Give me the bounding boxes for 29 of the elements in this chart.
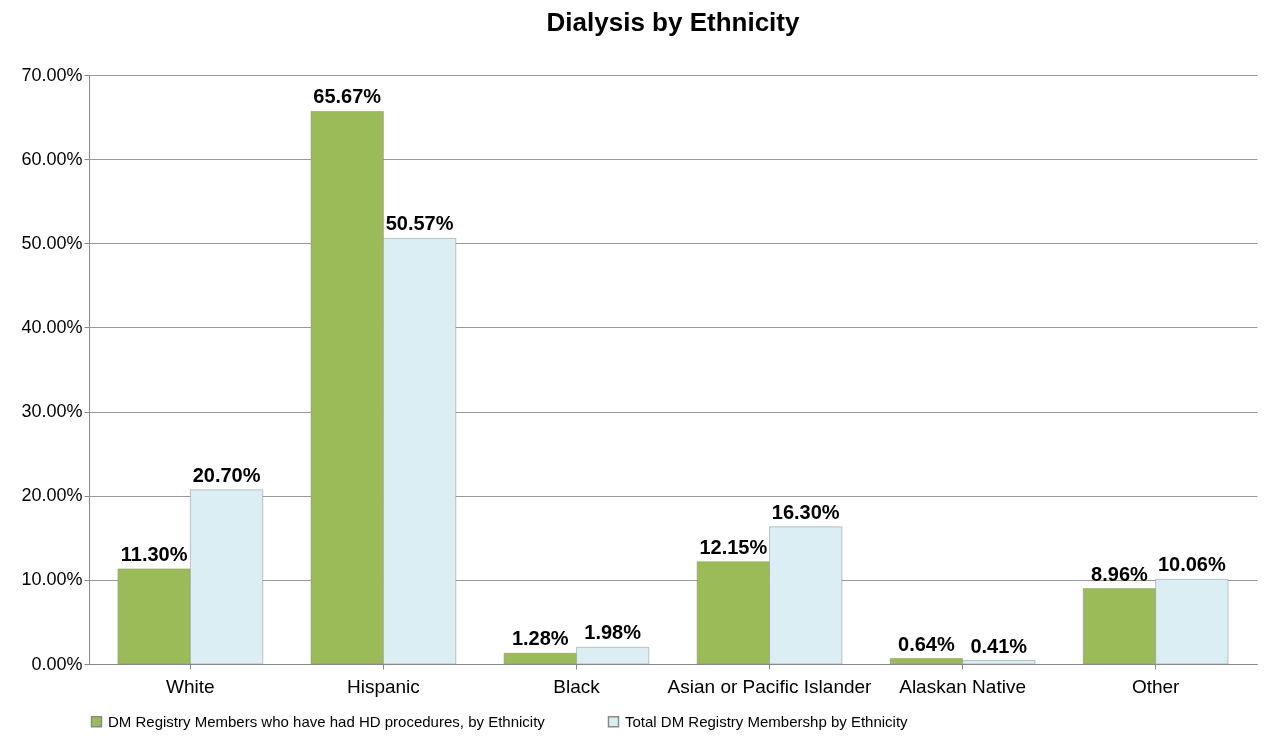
data-label: 20.70% [192,463,261,486]
x-tick-label: White [166,675,215,697]
x-tick-label: Other [1131,675,1181,697]
data-label: 0.64% [898,632,955,655]
y-tick-label: 30.00% [21,401,83,422]
data-label: 1.98% [584,621,642,644]
x-tick-label: Asian or Pacific Islander [667,675,873,697]
legend-label: Total DM Registry Membershp by Ethnicity [625,712,909,730]
data-label: 8.96% [1091,562,1149,585]
y-tick-label: 70.00% [21,64,83,85]
x-tick-label: Black [553,675,601,697]
chart-title: Dialysis by Ethnicity [546,7,800,37]
data-label: 12.15% [699,535,768,558]
y-tick-label: 0.00% [31,653,83,674]
legend-label: DM Registry Members who have had HD procedures, by Ethnicity [108,712,546,730]
data-label: 65.67% [313,85,382,108]
x-tick-label: Alaskan Native [899,675,1026,697]
x-tick-label: Hispanic [346,675,420,697]
data-label: 0.41% [970,634,1028,657]
data-label: 10.06% [1157,553,1226,576]
y-tick-label: 10.00% [21,569,83,590]
data-label: 11.30% [120,542,188,565]
y-tick-label: 50.00% [21,232,83,253]
y-tick-label: 40.00% [21,316,83,337]
data-label: 1.28% [511,627,569,650]
y-tick-label: 20.00% [21,485,83,506]
data-label: 16.30% [771,500,840,523]
data-label: 50.57% [385,212,454,235]
y-tick-label: 60.00% [21,148,83,169]
